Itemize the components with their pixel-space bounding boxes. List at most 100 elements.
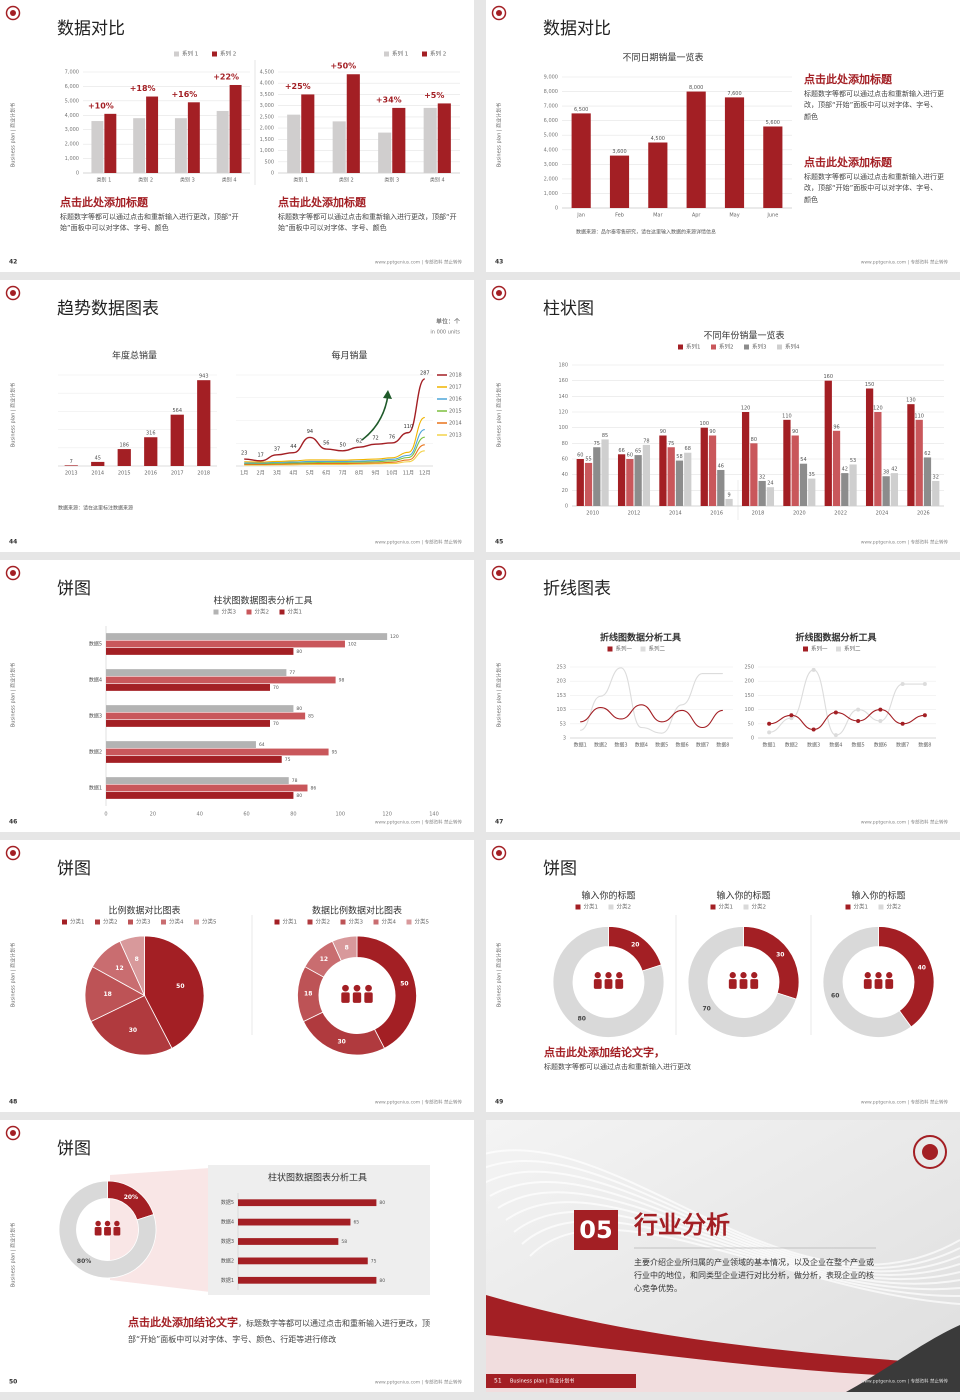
value-label: 54 xyxy=(800,457,806,463)
icon xyxy=(886,972,893,979)
value-label: 75 xyxy=(371,1258,377,1264)
pie-slice xyxy=(90,994,173,1056)
legend-swatch xyxy=(607,646,613,652)
value-label: 8 xyxy=(345,944,349,951)
legend-label: 分类2 xyxy=(103,918,118,926)
icon xyxy=(104,1226,111,1236)
value-label: 68 xyxy=(685,446,691,452)
line-series xyxy=(244,436,425,465)
note-heading: 点击此处添加结论文字， xyxy=(544,1046,665,1059)
y-tick-label: 500 xyxy=(264,159,274,165)
dark-wave xyxy=(846,1325,960,1392)
chart-title: 输入你的标题 xyxy=(851,890,905,902)
chart: 每月销量 2018 2017 2016 2015 2014 2013 1月 2月 3月 4月 5月 6月… xyxy=(236,350,462,477)
y-tick-label: 2,500 xyxy=(260,114,274,120)
bar xyxy=(725,498,733,506)
note-body: 标题数字等都可以通过点击和重新输入进行更改，顶部“开始”面板中可以对字体、字号、… xyxy=(278,212,457,233)
slide-title: 数据对比 xyxy=(543,19,611,39)
annotation: +50% xyxy=(330,62,356,71)
value-label: 20% xyxy=(124,1194,138,1201)
bar xyxy=(197,380,211,466)
value-label: 50 xyxy=(176,983,184,990)
x-tick-label: 数据8 xyxy=(918,742,931,749)
value-label: 85 xyxy=(308,714,314,720)
x-tick-label: 2012 xyxy=(628,511,641,517)
legend-label: 分类2 xyxy=(887,903,902,911)
footer: www.pptgenius.com | 专部资料 禁止转传 xyxy=(861,1378,949,1385)
y-tick-label: 4,000 xyxy=(65,113,79,119)
value-label: 38 xyxy=(883,470,889,476)
bar xyxy=(675,460,684,506)
logo xyxy=(496,570,502,576)
legend-label: 2013 xyxy=(449,433,462,439)
bar xyxy=(642,444,651,506)
legend-label: 系列一 xyxy=(616,645,633,653)
icon xyxy=(352,992,362,1003)
footer: www.pptgenius.com | 专部资料 禁止转传 xyxy=(375,259,463,266)
slide-canvas: 趋势数据图表 Business plan | 商业计划书 44 www.pptgeni… xyxy=(5,285,462,546)
legend-swatch xyxy=(640,646,646,652)
x-tick-label: 类别 4 xyxy=(222,177,237,184)
legend-swatch xyxy=(678,344,683,350)
chapter-box xyxy=(574,1210,618,1250)
icon xyxy=(95,1220,101,1227)
pie-slice xyxy=(356,935,417,1049)
legend-swatch xyxy=(608,904,614,910)
y-tick-label: 80 xyxy=(562,441,568,447)
bar xyxy=(106,741,256,748)
legend-label: 系列二 xyxy=(649,645,666,653)
line-marker xyxy=(878,718,883,723)
x-tick-label: Mar xyxy=(653,213,663,219)
x-tick-label: 80 xyxy=(290,812,296,818)
x-tick-label: 2020 xyxy=(793,511,806,517)
value-label: 80 xyxy=(379,1278,385,1284)
chapter-number: 05 xyxy=(579,1216,612,1244)
logo xyxy=(10,570,16,576)
bar xyxy=(106,720,270,727)
legend-label: 分类1 xyxy=(719,903,734,911)
value-label: 80 xyxy=(296,793,302,799)
logo xyxy=(496,850,502,856)
x-tick-label: 类别 2 xyxy=(339,177,354,184)
legend-label: 分类2 xyxy=(752,903,767,911)
pie-slice xyxy=(58,1180,157,1279)
bar xyxy=(106,784,308,792)
slide: 折线图表 Business plan | 商业计划书 47 www.pptgenius… xyxy=(486,560,960,832)
bar xyxy=(238,1276,377,1284)
slide-canvas: 数据对比 Business plan | 商业计划书 43 www.pptgenius… xyxy=(491,5,948,266)
logo xyxy=(10,290,16,296)
chart-title: 比例数据对比图表 xyxy=(108,905,180,917)
y-tick-label: 数据2 xyxy=(221,1257,234,1264)
value-label: 53 xyxy=(850,458,856,464)
legend-label: 系列4 xyxy=(785,343,800,351)
bar xyxy=(750,443,758,506)
legend-label: 系列一 xyxy=(811,645,828,653)
bar xyxy=(686,91,706,208)
slide-canvas: 饼图 Business plan | 商业计划书 50 www.pptgenius.c… xyxy=(5,1125,462,1386)
y-tick-label: 40 xyxy=(562,472,568,478)
bar xyxy=(667,447,675,506)
legend-label: 分类1 xyxy=(283,918,298,926)
bar xyxy=(874,412,882,506)
icon xyxy=(342,984,349,992)
chart-title: 折线图数据分析工具 xyxy=(600,632,681,644)
value-label: 5,600 xyxy=(766,120,780,126)
value-label: 287 xyxy=(420,370,430,376)
page-number: 46 xyxy=(9,819,17,826)
bar xyxy=(684,452,692,506)
legend-swatch xyxy=(422,51,427,57)
y-tick-label: 150 xyxy=(744,693,754,699)
logo xyxy=(10,850,16,856)
y-tick-label: 100 xyxy=(744,707,754,713)
value-label: 90 xyxy=(660,429,666,435)
x-tick-label: 2026 xyxy=(917,511,930,517)
bar xyxy=(626,459,634,506)
bar xyxy=(571,113,591,208)
pie-slice xyxy=(144,935,205,1049)
y-tick-label: 2,000 xyxy=(544,176,558,182)
legend-swatch xyxy=(711,344,716,350)
x-tick-label: 数据4 xyxy=(829,742,842,749)
